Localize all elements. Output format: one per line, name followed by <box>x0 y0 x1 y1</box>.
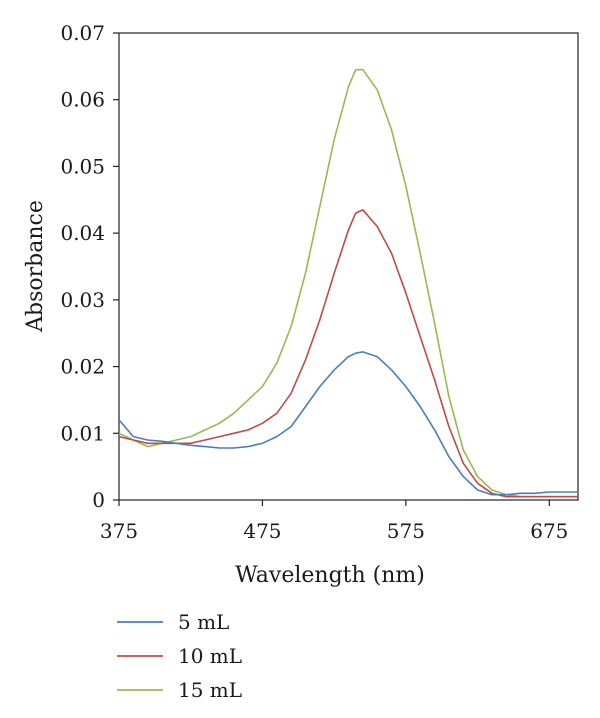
x-tick-label: 375 <box>100 519 138 543</box>
x-axis-ticks: 375 475 575 675 <box>100 500 568 543</box>
y-tick-label: 0.02 <box>60 355 105 379</box>
y-tick-label: 0.01 <box>60 421 105 445</box>
series-layer <box>118 68 578 498</box>
legend-label: 5 mL <box>178 610 229 634</box>
x-axis-title: Wavelength (nm) <box>235 563 425 588</box>
x-tick-label: 575 <box>387 519 425 543</box>
y-tick-label: 0.04 <box>60 221 105 245</box>
y-axis-title: Absorbance <box>23 200 48 333</box>
series-line-5-ml <box>118 351 578 496</box>
x-tick-label: 675 <box>530 519 568 543</box>
plot-frame <box>118 32 579 501</box>
y-tick-label: 0 <box>92 488 105 512</box>
series-line-10-ml <box>118 209 578 498</box>
y-axis-ticks: 0 0.01 0.02 0.03 0.04 0.05 0.06 0.07 <box>60 21 119 512</box>
legend-label: 10 mL <box>178 644 242 668</box>
series-line-15-ml <box>118 68 578 498</box>
x-tick-label: 475 <box>243 519 281 543</box>
y-tick-label: 0.03 <box>60 288 105 312</box>
y-tick-label: 0.07 <box>60 21 105 45</box>
y-tick-label: 0.06 <box>60 88 105 112</box>
legend-label: 15 mL <box>178 678 242 702</box>
legend: 5 mL 10 mL 15 mL <box>117 610 242 702</box>
y-tick-label: 0.05 <box>60 154 105 178</box>
